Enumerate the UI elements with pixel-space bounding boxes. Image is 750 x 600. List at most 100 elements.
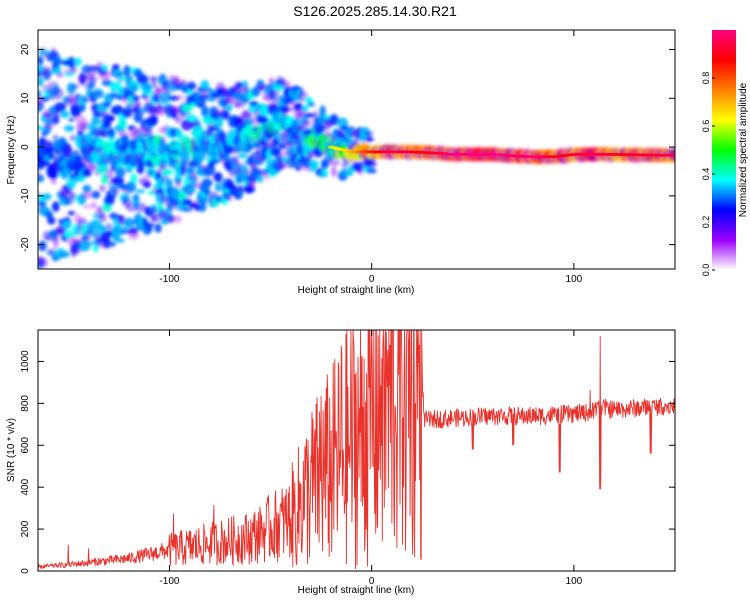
heatmap-cell [365,130,374,136]
heatmap-cell [99,183,106,193]
heatmap-cell [98,213,107,223]
heatmap-cell [62,220,72,229]
heatmap-cell [226,197,233,202]
colorbar-tick-label: 0.0 [701,264,711,277]
heatmap-cell [155,108,166,116]
heatmap-cell [161,168,173,176]
heatmap-cell [123,65,131,77]
ridge-core [368,150,375,154]
ridge-core [541,155,548,159]
ridge-core [479,152,486,156]
heatmap-cell [136,74,149,85]
heatmap-cell [118,75,127,80]
snr-series-line [38,330,675,570]
ridge-core [385,150,393,154]
heatmap-cell [136,164,145,175]
ridge-core [572,152,580,156]
heatmap-cell [105,168,114,180]
ridge-core [532,155,540,159]
heatmap-cell [46,248,56,256]
heatmap-cell [127,125,136,131]
spectrogram-frame [37,29,676,270]
ridge-core [403,150,411,154]
ridge-core [630,153,637,157]
heatmap-cell [59,110,70,119]
y-tick-label: 1000 [20,350,31,373]
heatmap-cell [320,158,330,169]
ridge-core [350,150,357,154]
heatmap-cell [112,224,124,237]
ridge-core [457,152,464,156]
ridge-core [474,152,482,156]
heatmap-cell [186,81,197,91]
ridge-core [595,152,602,156]
ridge-core [648,153,655,157]
heatmap-cell [70,65,77,74]
heatmap-cell [297,91,309,102]
heatmap-cell [668,147,675,159]
x-tick-label: -100 [159,274,179,285]
heatmap-cell [145,126,153,134]
heatmap-cell [154,223,162,233]
heatmap-cell [321,169,329,175]
heatmap-cell [102,101,112,108]
heatmap-cell [232,155,240,165]
heatmap-cell [134,202,147,213]
heatmap-cell [70,192,78,202]
colorbar-tick-label: 0.8 [701,72,711,85]
ridge-core [577,152,584,156]
heatmap-cell [174,215,182,223]
heatmap-cell [38,76,44,87]
heatmap-cell [42,193,52,201]
heatmap-cell [69,134,78,142]
heatmap-cell [132,95,140,102]
snr-ylabel: SNR (10 * v/v) [6,418,17,482]
heatmap-cell [107,127,115,138]
x-tick-label: 100 [566,576,583,587]
snr-frame [37,329,676,572]
x-tick-label: 0 [369,274,375,285]
ridge-core [537,155,544,159]
heatmap-cell [54,102,66,113]
heatmap-cell [43,142,55,147]
heatmap-cell [109,92,118,98]
heatmap-cell [225,178,234,183]
colorbar-tick-label: 0.2 [701,216,711,229]
heatmap-cell [219,153,230,161]
heatmap-cell [172,105,180,115]
heatmap-cell [78,74,87,84]
colorbar-tick-label: 0.6 [701,120,711,133]
heatmap-cell [150,77,158,89]
heatmap-cell [157,103,164,111]
heatmap-cell [243,147,252,153]
heatmap-cell [128,230,139,240]
ridge-core [581,152,588,156]
heatmap-cell [149,76,159,81]
heatmap-cell [38,257,48,268]
heatmap-cell [94,91,102,97]
heatmap-cell [126,103,133,109]
ridge-core [381,150,388,154]
heatmap-cell [87,81,95,89]
ridge-core [603,152,611,156]
heatmap-cell [241,109,253,118]
ridge-core [528,155,535,159]
heatmap-cell [225,105,233,111]
colorbar-gradient [712,30,736,270]
figure-title: S126.2025.285.14.30.R21 [293,3,457,19]
heatmap-cell [107,115,115,122]
heatmap-cell [52,134,59,142]
y-tick-label: 0 [20,144,31,150]
heatmap-cell [187,187,196,192]
y-tick-label: 10 [20,92,31,104]
heatmap-cell [190,172,198,180]
heatmap-cell [52,87,64,100]
heatmap-cell [315,124,326,133]
heatmap-cell [51,201,60,213]
heatmap-cell [120,134,130,142]
heatmap-cell [115,238,125,243]
heatmap-cell [85,228,94,240]
heatmap-cell [129,83,138,93]
